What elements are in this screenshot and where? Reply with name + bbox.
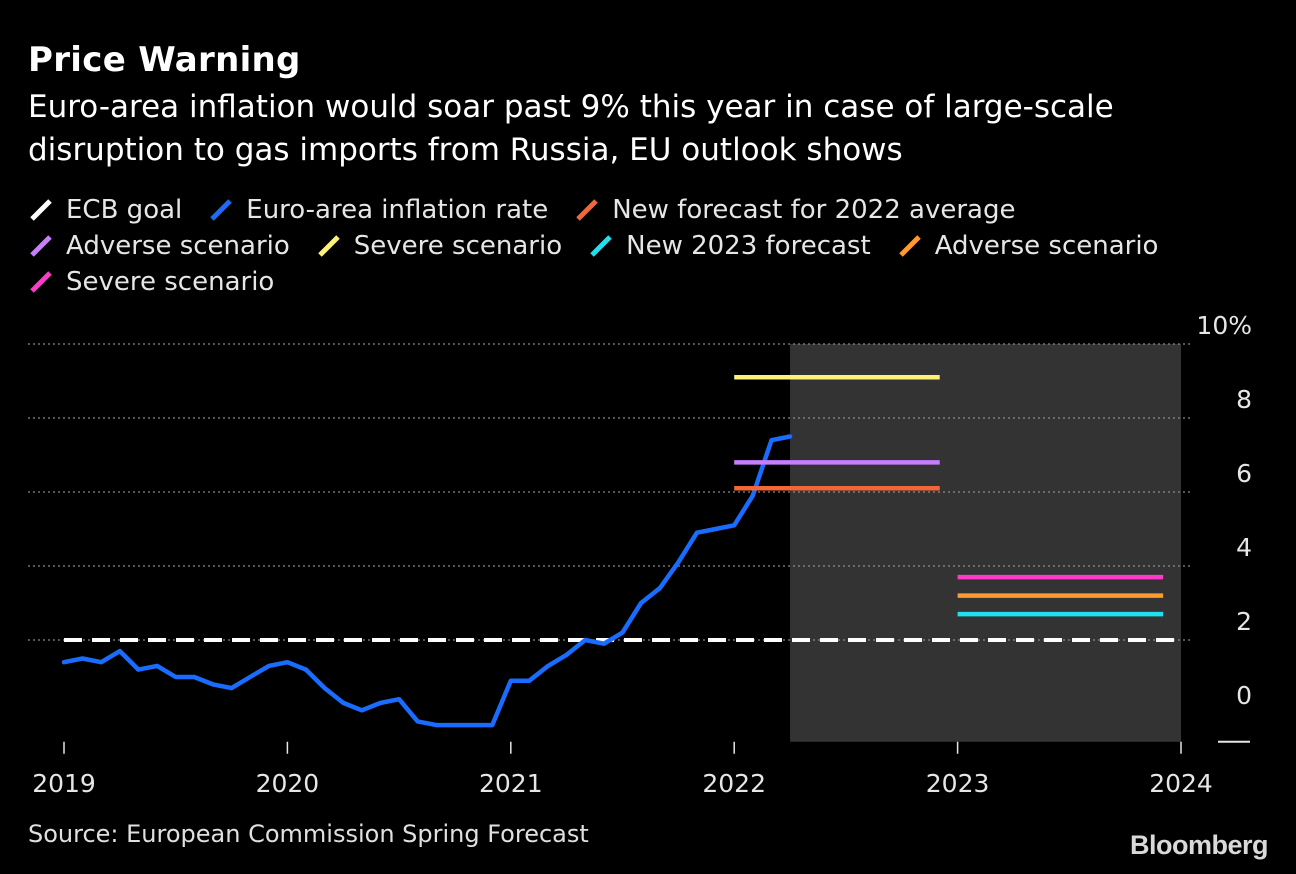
legend-item: ECB goal (28, 195, 182, 225)
legend-swatch-icon (30, 271, 52, 293)
chart-subtitle: Euro-area inflation would soar past 9% t… (28, 89, 1114, 168)
legend: ECB goal Euro-area inflation rate New fo… (28, 192, 1228, 300)
forecast-region (790, 344, 1181, 742)
y-tick-label: 8 (1236, 385, 1252, 414)
legend-swatch-icon (210, 199, 233, 221)
legend-item: New 2023 forecast (588, 231, 871, 261)
legend-item: Adverse scenario (28, 231, 290, 261)
y-tick-label: 2 (1236, 607, 1252, 636)
legend-label: New 2023 forecast (626, 231, 871, 261)
legend-swatch-icon (30, 199, 52, 221)
x-tick-label: 2020 (256, 769, 320, 798)
x-tick-label: 2023 (926, 769, 990, 798)
x-tick-label: 2024 (1149, 769, 1213, 798)
legend-swatch-icon (590, 235, 612, 257)
chart-title: Price Warning (28, 40, 301, 80)
legend-label: ECB goal (66, 195, 183, 225)
series-inflation-rate-line (61, 434, 793, 728)
legend-item: Euro-area inflation rate (208, 195, 548, 225)
x-tick-label: 2022 (702, 769, 766, 798)
legend-item: Adverse scenario (897, 231, 1159, 261)
legend-row: ECB goal Euro-area inflation rate New fo… (28, 192, 1228, 228)
legend-label: New forecast for 2022 average (612, 195, 1016, 225)
bloomberg-logo: Bloomberg (1129, 830, 1269, 860)
legend-label: Euro-area inflation rate (246, 195, 549, 225)
legend-label: Adverse scenario (934, 231, 1159, 261)
legend-label: Adverse scenario (66, 231, 290, 261)
source-note: Source: European Commission Spring Forec… (28, 820, 589, 848)
legend-item: New forecast for 2022 average (574, 195, 1015, 225)
legend-label: Severe scenario (66, 267, 275, 297)
x-tick-label: 2019 (32, 769, 96, 798)
legend-swatch-icon (576, 199, 598, 221)
legend-item: Severe scenario (316, 231, 562, 261)
legend-row: Severe scenario (28, 264, 1228, 300)
y-tick-label: 0 (1236, 681, 1252, 710)
legend-item: Severe scenario (28, 267, 274, 297)
x-tick-label: 2021 (479, 769, 543, 798)
y-tick-label: 4 (1236, 533, 1252, 562)
legend-swatch-icon (898, 235, 921, 257)
legend-swatch-icon (30, 235, 52, 257)
inflation-line-chart: 0 2 4 6 8 10% 2019 2020 2021 2022 2023 2024 (28, 311, 1252, 798)
legend-row: Adverse scenario Severe scenario New 202… (28, 228, 1228, 264)
legend-label: Severe scenario (353, 231, 563, 261)
legend-swatch-icon (318, 235, 340, 257)
y-tick-label: 6 (1236, 459, 1252, 488)
y-tick-label: 10% (1196, 311, 1252, 340)
